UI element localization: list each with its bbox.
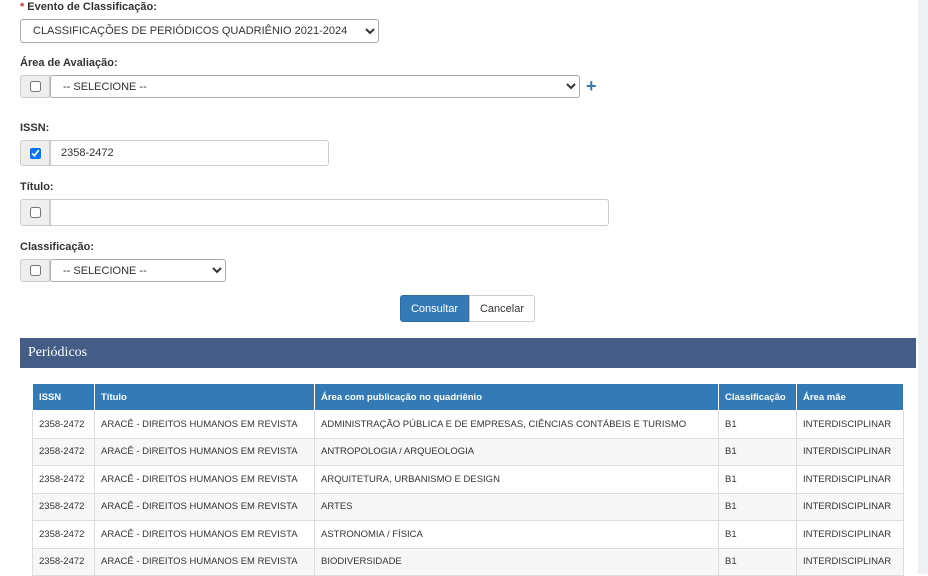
table-cell: ARACÊ - DIREITOS HUMANOS EM REVISTA <box>94 465 315 494</box>
table-cell: B1 <box>718 465 797 494</box>
table-cell: BIODIVERSIDADE <box>314 547 719 576</box>
cancelar-button[interactable]: Cancelar <box>469 295 535 322</box>
table-cell: 2358-2472 <box>32 410 95 439</box>
event-select[interactable]: CLASSIFICAÇÕES DE PERIÓDICOS QUADRIÊNIO … <box>20 19 379 43</box>
add-area[interactable]: + <box>586 76 597 96</box>
table-cell: 2358-2472 <box>32 437 95 466</box>
table-cell: 2358-2472 <box>32 492 95 521</box>
area-checkbox[interactable] <box>29 81 41 92</box>
column-header: Classificação <box>718 383 797 411</box>
panel-header: Periódicos <box>20 338 916 368</box>
area-label: Área de Avaliação: <box>20 57 118 69</box>
classificacao-select[interactable]: -- SELECIONE -- <box>50 259 226 282</box>
table-row: 2358-2472 ARACÊ - DIREITOS HUMANOS EM REV… <box>32 437 904 466</box>
table-row: 2358-2472 ARACÊ - DIREITOS HUMANOS EM REV… <box>32 465 904 494</box>
table-row: 2358-2472 ARACÊ - DIREITOS HUMANOS EM REV… <box>32 492 904 521</box>
table-cell: B1 <box>718 410 797 439</box>
table-cell: 2358-2472 <box>32 520 95 549</box>
table-cell: ARTES <box>314 492 719 521</box>
column-header: Área mãe <box>796 383 904 411</box>
table-cell: ADMINISTRAÇÃO PÚBLICA E DE EMPRESAS, CIÊ… <box>314 410 719 439</box>
table-cell: INTERDISCIPLINAR <box>796 520 904 549</box>
table-cell: ARACÊ - DIREITOS HUMANOS EM REVISTA <box>94 492 315 521</box>
table-cell: ARACÊ - DIREITOS HUMANOS EM REVISTA <box>94 547 315 576</box>
table-cell: ASTRONOMIA / FÍSICA <box>314 520 719 549</box>
header-row: ISSN Título Área com publicação no quadriê… <box>32 383 904 411</box>
table-cell: ARACÊ - DIREITOS HUMANOS EM REVISTA <box>94 520 315 549</box>
table-cell: INTERDISCIPLINAR <box>796 492 904 521</box>
column-header: Título <box>94 383 315 411</box>
classificacao-label: Classificação: <box>20 241 94 253</box>
area-check-addon <box>20 75 50 98</box>
classificacao-checkbox[interactable] <box>29 265 41 276</box>
table-cell: B1 <box>718 437 797 466</box>
results-table: ISSN Título Área com publicação no quadriê… <box>32 383 904 576</box>
scroll-gutter <box>918 0 928 574</box>
table-row: 2358-2472 ARACÊ - DIREITOS HUMANOS EM REV… <box>32 410 904 439</box>
titulo-label: Título: <box>20 181 54 193</box>
table-cell: ARACÊ - DIREITOS HUMANOS EM REVISTA <box>94 410 315 439</box>
table-cell: INTERDISCIPLINAR <box>796 465 904 494</box>
classificacao-check-addon <box>20 259 50 282</box>
area-select[interactable]: -- SELECIONE -- <box>50 75 580 98</box>
issn-label: ISSN: <box>20 122 50 134</box>
required-mark: * <box>20 1 25 13</box>
table-cell: INTERDISCIPLINAR <box>796 437 904 466</box>
table-cell: ARQUITETURA, URBANISMO E DESIGN <box>314 465 719 494</box>
consultar-button[interactable]: Consultar <box>400 295 469 322</box>
event-label-text: Evento de Classificação: <box>27 1 157 13</box>
table-cell: ARACÊ - DIREITOS HUMANOS EM REVISTA <box>94 437 315 466</box>
table-row: 2358-2472 ARACÊ - DIREITOS HUMANOS EM REV… <box>32 547 904 576</box>
issn-input-value: 2358-2472 <box>61 147 114 159</box>
issn-input[interactable]: 2358-2472 <box>50 140 329 166</box>
titulo-check-addon <box>20 199 50 226</box>
issn-check-addon <box>20 140 50 166</box>
issn-checkbox[interactable] <box>29 147 41 159</box>
table-cell: 2358-2472 <box>32 465 95 494</box>
column-header: Área com publicação no quadriênio <box>314 383 719 411</box>
table-cell: B1 <box>718 492 797 521</box>
titulo-input[interactable] <box>50 199 609 226</box>
event-label: * Evento de Classificação: <box>20 1 157 13</box>
table-body: 2358-2472 ARACÊ - DIREITOS HUMANOS EM REV… <box>32 410 904 576</box>
titulo-checkbox[interactable] <box>29 207 41 218</box>
column-header: ISSN <box>32 383 95 411</box>
table-cell: B1 <box>718 520 797 549</box>
table-row: 2358-2472 ARACÊ - DIREITOS HUMANOS EM REV… <box>32 520 904 549</box>
table-cell: ANTROPOLOGIA / ARQUEOLOGIA <box>314 437 719 466</box>
table-cell: INTERDISCIPLINAR <box>796 547 904 576</box>
table-cell: B1 <box>718 547 797 576</box>
table-cell: INTERDISCIPLINAR <box>796 410 904 439</box>
table-cell: 2358-2472 <box>32 547 95 576</box>
